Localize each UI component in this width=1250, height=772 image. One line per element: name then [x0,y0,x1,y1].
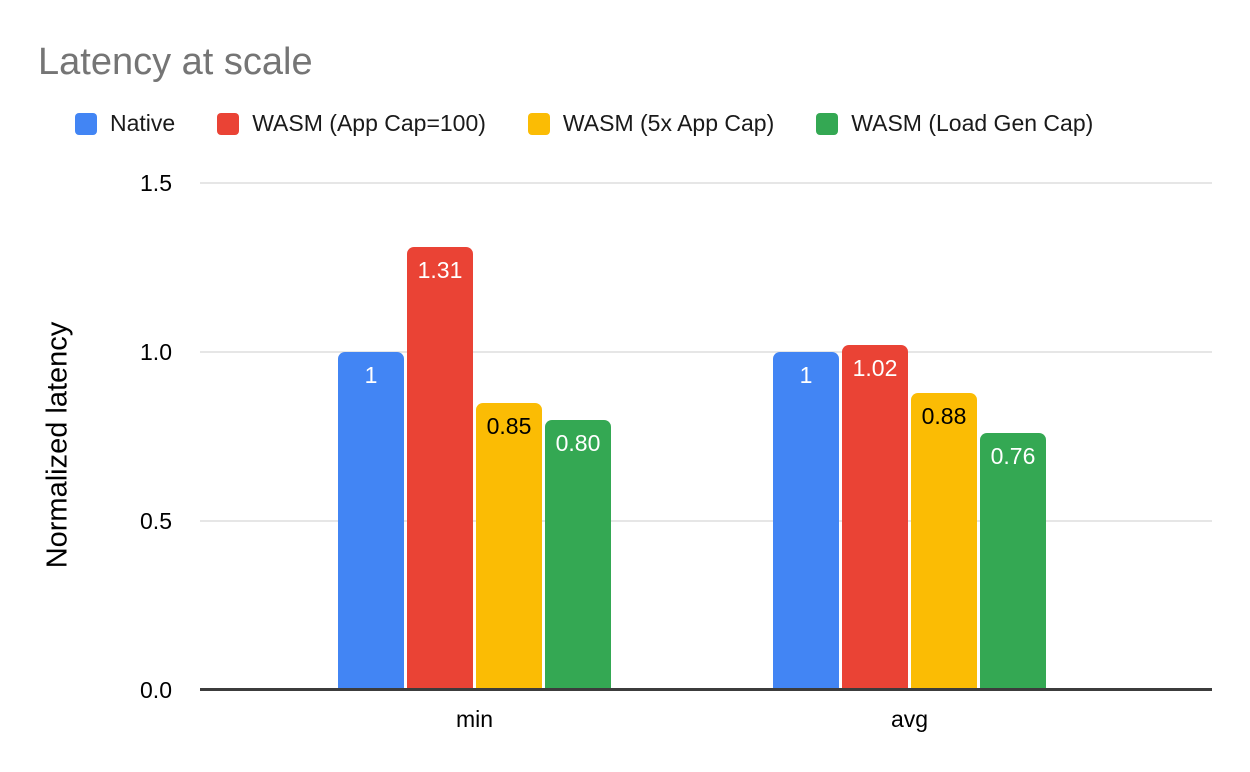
legend-item-3: WASM (Load Gen Cap) [816,110,1093,137]
bar-avg-3: 0.76 [980,433,1046,690]
legend-item-0: Native [75,110,175,137]
bar-value-label: 0.80 [555,430,601,456]
gridline-1.5 [200,182,1212,184]
bar-value-label: 1.31 [417,257,463,283]
y-tick-label-0.5: 0.5 [140,508,172,534]
y-tick-label-1.5: 1.5 [140,170,172,196]
bar-value-label: 1 [364,362,378,388]
legend: Native WASM (App Cap=100) WASM (5x App Cap… [75,110,1093,137]
bar-group-avg: 1 1.02 0.88 0.76 [773,183,1046,690]
bar-min-0: 1 [338,352,404,690]
legend-label: WASM (5x App Cap) [562,110,775,136]
x-axis-label-avg: avg [890,706,929,732]
bar-value-label: 1 [799,362,813,388]
legend-label: WASM (App Cap=100) [252,110,486,136]
legend-swatch-icon [75,112,97,135]
x-axis-labels: min avg [200,690,1212,750]
x-axis-label-min: min [455,706,494,732]
y-tick-label-0.0: 0.0 [140,677,172,703]
bar-avg-2: 0.88 [911,393,977,690]
legend-swatch-icon [527,112,550,135]
bar-value-label: 0.88 [921,403,967,429]
chart-title: Latency at scale [38,41,313,83]
bar-value-label: 0.76 [990,443,1036,469]
legend-item-2: WASM (5x App Cap) [527,110,775,137]
y-tick-label-1.0: 1.0 [140,339,172,365]
bar-value-label: 1.02 [852,355,898,381]
x-axis-baseline [200,688,1212,691]
plot-area: 1 1.31 0.85 0.80 1 1.02 0.88 0.76 [200,182,1212,691]
bar-min-3: 0.80 [545,420,611,690]
bar-min-1: 1.31 [407,247,473,690]
bar-value-label: 0.85 [486,413,532,439]
bar-avg-1: 1.02 [842,345,908,690]
bar-group-min: 1 1.31 0.85 0.80 [338,183,611,690]
legend-item-1: WASM (App Cap=100) [217,110,486,137]
legend-swatch-icon [217,112,240,135]
legend-label: WASM (Load Gen Cap) [851,110,1094,136]
gridline-1.0 [200,351,1212,353]
legend-swatch-icon [816,112,839,135]
bar-min-2: 0.85 [476,403,542,690]
y-axis-title: Normalized latency [41,321,74,569]
gridline-0.5 [200,520,1212,522]
bar-avg-0: 1 [773,352,839,690]
y-axis-ticks: 0.0 0.5 1.0 1.5 [90,170,172,703]
legend-label: Native [110,110,176,136]
